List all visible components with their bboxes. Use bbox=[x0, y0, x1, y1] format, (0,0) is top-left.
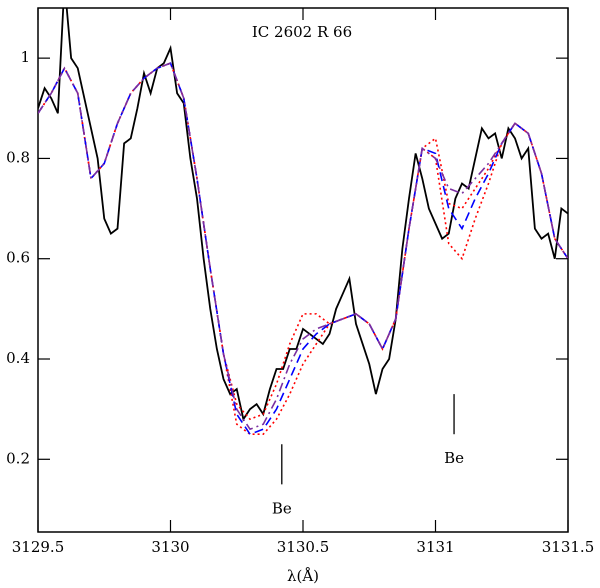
spectrum-line bbox=[38, 62, 568, 431]
x-tick-label: 3131.5 bbox=[542, 538, 595, 556]
plot-frame bbox=[37, 7, 569, 533]
x-tick-label: 3130 bbox=[151, 538, 189, 556]
y-tick-label: 0.6 bbox=[6, 249, 30, 267]
y-tick-label: 0.4 bbox=[6, 349, 30, 367]
chart-title: IC 2602 R 66 bbox=[252, 23, 352, 41]
annotation-label: Be bbox=[444, 449, 464, 467]
y-tick-label: 1 bbox=[20, 48, 30, 66]
spectrum-line bbox=[38, 8, 568, 422]
x-axis-label: λ(Å) bbox=[287, 567, 319, 585]
x-tick-label: 3130.5 bbox=[277, 538, 330, 556]
spectrum-line bbox=[38, 62, 568, 436]
y-tick-label: 0.2 bbox=[6, 449, 30, 467]
y-tick-label: 0.8 bbox=[6, 148, 30, 166]
x-tick-label: 3129.5 bbox=[12, 538, 65, 556]
spectrum-line bbox=[38, 62, 568, 436]
x-tick-label: 3131 bbox=[416, 538, 454, 556]
lines bbox=[38, 8, 568, 436]
annotation-label: Be bbox=[272, 499, 292, 517]
